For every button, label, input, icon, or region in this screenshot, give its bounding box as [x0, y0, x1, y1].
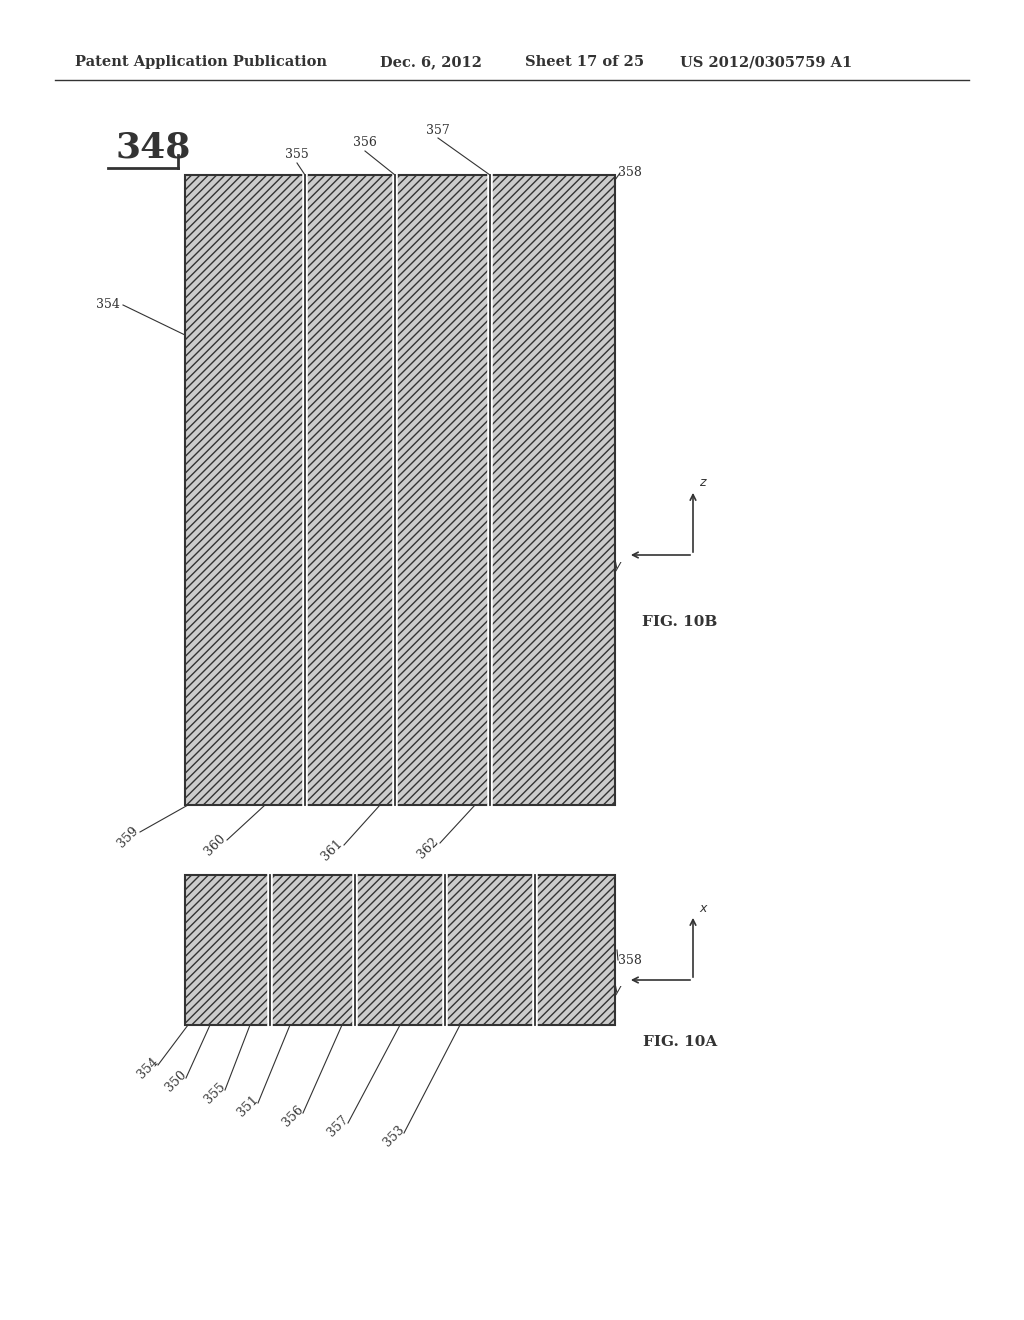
- Text: 353: 353: [381, 1123, 407, 1148]
- Text: 356: 356: [280, 1104, 306, 1129]
- Text: 358: 358: [618, 953, 642, 966]
- Text: 359: 359: [115, 824, 141, 850]
- Text: y: y: [613, 983, 621, 997]
- Text: 355: 355: [202, 1080, 228, 1106]
- Text: Sheet 17 of 25: Sheet 17 of 25: [525, 55, 644, 69]
- Text: 358: 358: [618, 166, 642, 180]
- Text: 354: 354: [96, 298, 120, 312]
- Text: Dec. 6, 2012: Dec. 6, 2012: [380, 55, 482, 69]
- Text: 348: 348: [115, 131, 190, 165]
- Text: 354: 354: [135, 1055, 161, 1081]
- Text: z: z: [699, 477, 706, 490]
- Text: 362: 362: [415, 836, 441, 861]
- Bar: [185, 875, 615, 1026]
- Text: x: x: [699, 902, 707, 915]
- Text: 357: 357: [426, 124, 450, 136]
- Text: 360: 360: [202, 832, 228, 858]
- Text: y: y: [613, 558, 621, 572]
- Bar: [185, 176, 615, 805]
- Text: 355: 355: [285, 149, 309, 161]
- Text: 351: 351: [234, 1093, 261, 1119]
- Text: FIG. 10A: FIG. 10A: [643, 1035, 717, 1049]
- Text: 350: 350: [163, 1068, 189, 1094]
- Text: 357: 357: [325, 1113, 351, 1139]
- Text: Patent Application Publication: Patent Application Publication: [75, 55, 327, 69]
- Text: 356: 356: [353, 136, 377, 149]
- Text: FIG. 10B: FIG. 10B: [642, 615, 718, 630]
- Text: 361: 361: [318, 837, 345, 863]
- Text: US 2012/0305759 A1: US 2012/0305759 A1: [680, 55, 852, 69]
